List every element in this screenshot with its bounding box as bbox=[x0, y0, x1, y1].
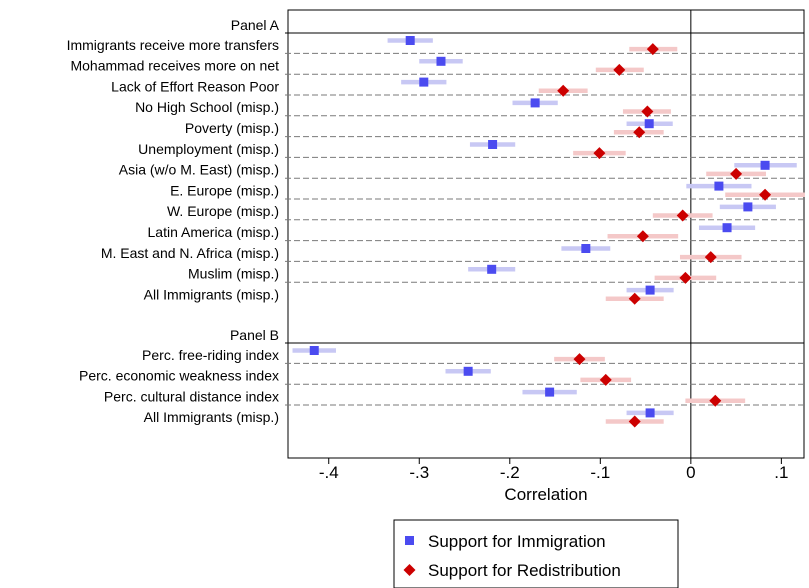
legend: Support for Immigration Support for Redis… bbox=[393, 519, 679, 588]
panel-label: Panel A bbox=[231, 17, 280, 33]
redistribution-point bbox=[557, 84, 570, 97]
x-tick-label: .1 bbox=[774, 463, 788, 482]
immigration-point bbox=[530, 98, 540, 108]
redistribution-point bbox=[676, 209, 689, 222]
row-label: W. Europe (misp.) bbox=[167, 203, 279, 219]
legend-label-immigration: Support for Immigration bbox=[428, 532, 606, 551]
redistribution-point bbox=[709, 394, 722, 407]
immigration-point bbox=[645, 285, 655, 295]
panel-label: Panel B bbox=[230, 327, 279, 343]
immigration-point bbox=[714, 181, 724, 191]
row-label: All Immigrants (misp.) bbox=[144, 286, 279, 302]
redistribution-point bbox=[636, 230, 649, 243]
redistribution-point bbox=[704, 251, 717, 264]
legend-marker-immigration bbox=[405, 536, 414, 545]
row-label: Perc. economic weakness index bbox=[79, 368, 279, 384]
immigration-point bbox=[488, 140, 498, 149]
row-label: Unemployment (misp.) bbox=[138, 141, 279, 157]
immigration-point bbox=[644, 119, 654, 129]
x-tick-label: -.4 bbox=[319, 463, 339, 482]
redistribution-point bbox=[730, 167, 743, 180]
row-label: Mohammad receives more on net bbox=[70, 58, 279, 74]
panel-layer: Panel A Immigrants receive more transfers… bbox=[67, 17, 804, 425]
marker-layer bbox=[309, 36, 772, 428]
redistribution-point bbox=[613, 63, 626, 76]
row-label: Perc. free-riding index bbox=[142, 347, 279, 363]
immigration-point bbox=[545, 387, 555, 397]
x-tick-label: -.3 bbox=[409, 463, 429, 482]
x-tick-label: 0 bbox=[686, 463, 695, 482]
immigration-point bbox=[743, 202, 753, 212]
immigration-point bbox=[309, 346, 319, 355]
immigration-point bbox=[463, 366, 473, 376]
redistribution-point bbox=[633, 126, 646, 139]
x-tick-label: -.2 bbox=[500, 463, 520, 482]
immigration-point bbox=[581, 244, 591, 253]
legend-box bbox=[393, 519, 679, 588]
row-label: E. Europe (misp.) bbox=[170, 182, 279, 198]
plot-area bbox=[287, 9, 805, 459]
row-label: Latin America (misp.) bbox=[148, 224, 279, 240]
x-axis: -.4 -.3 -.2 -.1 0 .1 bbox=[319, 458, 788, 482]
redistribution-point bbox=[593, 147, 606, 160]
immigration-point bbox=[645, 408, 655, 418]
row-label: No High School (misp.) bbox=[135, 99, 279, 115]
redistribution-point bbox=[628, 292, 641, 305]
row-label: Asia (w/o M. East) (misp.) bbox=[119, 162, 279, 178]
immigration-point bbox=[405, 36, 415, 45]
row-label: Perc. cultural distance index bbox=[104, 388, 279, 404]
immigration-point bbox=[487, 264, 497, 274]
legend-marker-redistribution bbox=[403, 564, 416, 576]
row-label: M. East and N. Africa (misp.) bbox=[101, 245, 279, 261]
redistribution-point bbox=[679, 271, 692, 284]
immigration-point bbox=[760, 160, 770, 170]
redistribution-point bbox=[641, 105, 654, 118]
x-tick-label: -.1 bbox=[590, 463, 610, 482]
x-axis-label: Correlation bbox=[504, 485, 587, 504]
row-label: Lack of Effort Reason Poor bbox=[111, 78, 279, 94]
redistribution-point bbox=[759, 188, 772, 201]
redistribution-point bbox=[573, 353, 586, 366]
row-label: All Immigrants (misp.) bbox=[144, 409, 279, 425]
immigration-point bbox=[436, 56, 446, 66]
row-label: Muslim (misp.) bbox=[188, 266, 279, 282]
redistribution-point bbox=[646, 43, 659, 56]
row-label: Poverty (misp.) bbox=[185, 120, 279, 136]
grid-layer bbox=[285, 10, 804, 458]
redistribution-point bbox=[599, 373, 612, 386]
immigration-point bbox=[419, 77, 429, 87]
immigration-point bbox=[722, 223, 732, 233]
legend-label-redistribution: Support for Redistribution bbox=[428, 561, 621, 580]
row-label: Immigrants receive more transfers bbox=[67, 37, 279, 53]
redistribution-point bbox=[628, 415, 641, 428]
